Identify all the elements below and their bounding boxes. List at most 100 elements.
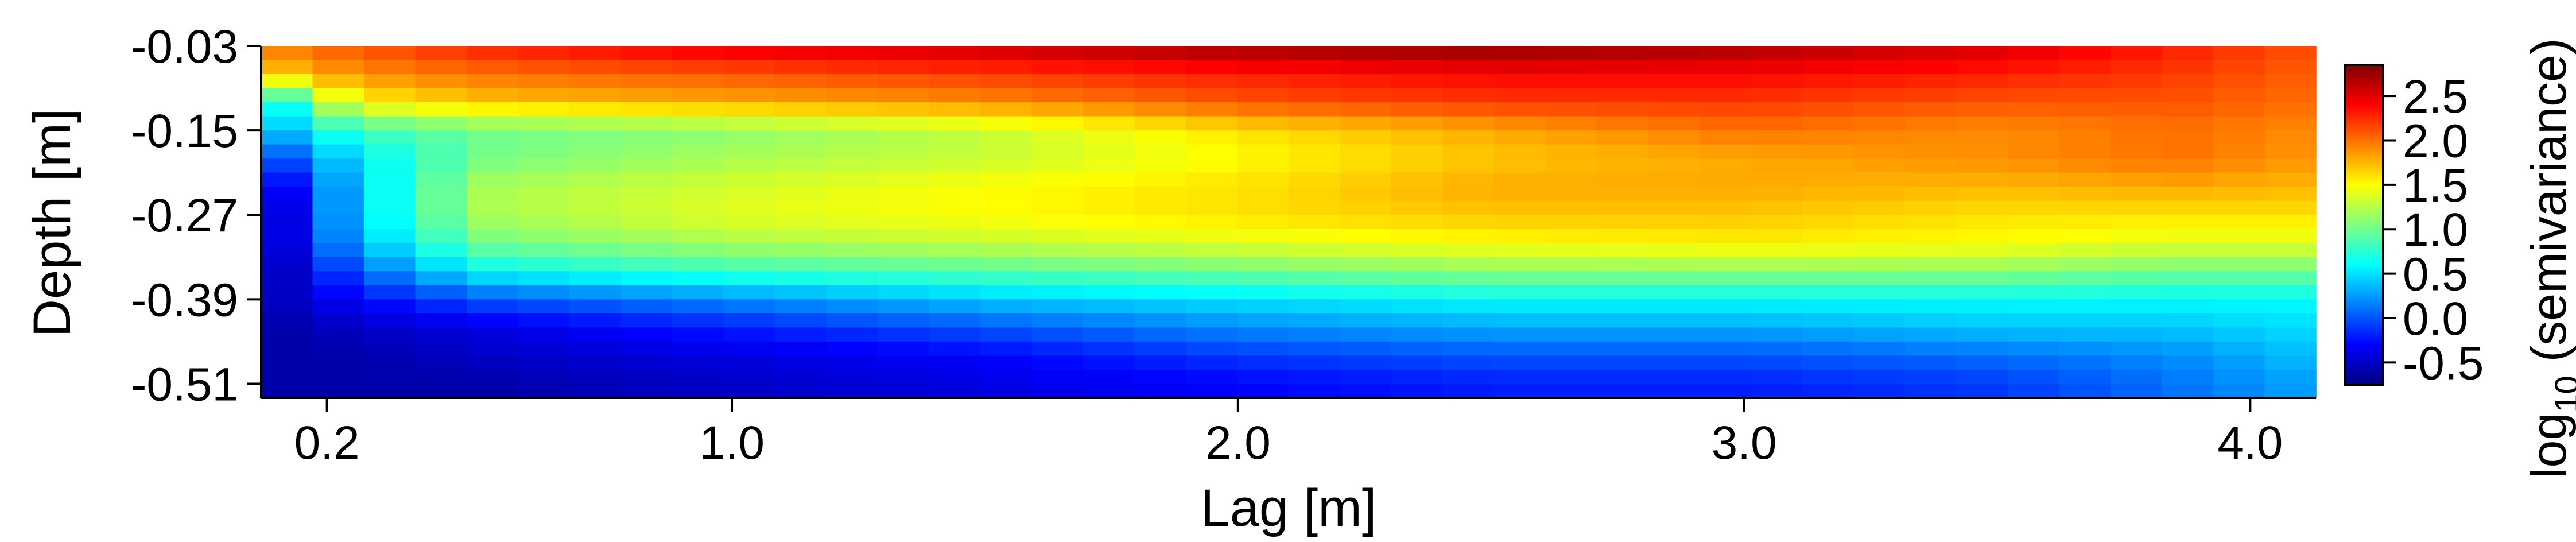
heatmap-cell	[672, 271, 724, 286]
heatmap-cell	[1648, 257, 1700, 272]
heatmap-cell	[1905, 369, 1957, 385]
heatmap-cell	[1083, 341, 1135, 357]
heatmap-cell	[364, 369, 416, 385]
heatmap-cell	[1494, 369, 1546, 385]
heatmap-cell	[1340, 158, 1392, 173]
heatmap-cell	[569, 341, 622, 357]
heatmap-cell	[569, 88, 622, 103]
heatmap-cell	[878, 299, 930, 314]
heatmap-cell	[2008, 243, 2060, 258]
heatmap-cell	[980, 369, 1033, 385]
heatmap-cell	[2213, 74, 2265, 89]
heatmap-cell	[1340, 88, 1392, 103]
heatmap-cell	[364, 144, 416, 159]
heatmap-cell	[672, 355, 724, 370]
heatmap-cell	[1391, 271, 1444, 286]
heatmap-cell	[826, 187, 878, 202]
heatmap-cell	[364, 355, 416, 370]
heatmap-cell	[2264, 285, 2317, 300]
heatmap-cell	[672, 158, 724, 173]
heatmap-cell	[1956, 215, 2008, 230]
heatmap-cell	[467, 299, 519, 314]
heatmap-cell	[1597, 60, 1649, 75]
heatmap-cell	[1289, 355, 1341, 370]
heatmap-cell	[1956, 229, 2008, 244]
heatmap-cell	[1134, 243, 1186, 258]
heatmap-cell	[929, 102, 981, 117]
heatmap-cell	[1802, 384, 1855, 398]
heatmap-cell	[620, 74, 673, 89]
heatmap-cell	[415, 74, 467, 89]
heatmap-cell	[980, 187, 1033, 202]
heatmap-cell	[1237, 130, 1289, 145]
heatmap-cell	[261, 116, 313, 131]
heatmap-cell	[929, 313, 981, 328]
heatmap-cell	[261, 243, 313, 258]
heatmap-cell	[672, 341, 724, 357]
heatmap-cell	[312, 200, 364, 216]
heatmap-cell	[878, 116, 930, 131]
heatmap-cell	[1956, 313, 2008, 328]
heatmap-cell	[467, 46, 519, 61]
heatmap-cell	[1597, 285, 1649, 300]
heatmap-cell	[1083, 229, 1135, 244]
heatmap-cell	[1134, 130, 1186, 145]
heatmap-cell	[2162, 172, 2214, 187]
heatmap-cell	[1083, 88, 1135, 103]
heatmap-cell	[1340, 257, 1392, 272]
heatmap-cell	[569, 116, 622, 131]
heatmap-cell	[929, 271, 981, 286]
heatmap-cell	[518, 285, 570, 300]
heatmap-cell	[2264, 229, 2317, 244]
heatmap-cell	[775, 215, 827, 230]
heatmap-cell	[2111, 88, 2163, 103]
heatmap-cell	[1905, 187, 1957, 202]
heatmap-cell	[1134, 384, 1186, 398]
heatmap-cell	[1956, 74, 2008, 89]
heatmap-cell	[1186, 384, 1238, 398]
heatmap-cell	[1853, 243, 1906, 258]
heatmap-cell	[518, 46, 570, 61]
heatmap-cell	[929, 187, 981, 202]
heatmap-cell	[1186, 46, 1238, 61]
heatmap-cell	[467, 285, 519, 300]
heatmap-cell	[1442, 271, 1495, 286]
heatmap-cell	[1391, 74, 1444, 89]
heatmap-cell	[1802, 200, 1855, 216]
heatmap-cell	[2111, 271, 2163, 286]
heatmap-cell	[1134, 271, 1186, 286]
heatmap-cell	[2264, 74, 2317, 89]
heatmap-cell	[1031, 215, 1084, 230]
heatmap-cell	[1083, 46, 1135, 61]
heatmap-cell	[1083, 313, 1135, 328]
heatmap-cell	[878, 46, 930, 61]
heatmap-cell	[620, 172, 673, 187]
heatmap-cell	[1802, 60, 1855, 75]
heatmap-cell	[364, 257, 416, 272]
heatmap-cell	[1237, 215, 1289, 230]
heatmap-cell	[1391, 200, 1444, 216]
heatmap-cell	[415, 243, 467, 258]
heatmap-cell	[1083, 200, 1135, 216]
heatmap-cell	[261, 74, 313, 89]
heatmap-cell	[261, 313, 313, 328]
heatmap-cell	[826, 74, 878, 89]
heatmap-cell	[826, 384, 878, 398]
heatmap-cell	[1031, 74, 1084, 89]
heatmap-cell	[775, 158, 827, 173]
heatmap-cell	[2059, 144, 2111, 159]
heatmap-cell	[1905, 60, 1957, 75]
heatmap-cell	[672, 200, 724, 216]
heatmap-cell	[467, 200, 519, 216]
heatmap-cell	[1442, 116, 1495, 131]
heatmap-cell	[826, 116, 878, 131]
heatmap-cell	[1340, 130, 1392, 145]
heatmap-cell	[1237, 271, 1289, 286]
heatmap-cell	[672, 243, 724, 258]
heatmap-cell	[1494, 355, 1546, 370]
heatmap-cell	[980, 384, 1033, 398]
heatmap-cell	[415, 158, 467, 173]
heatmap-cell	[2162, 215, 2214, 230]
heatmap-cell	[2059, 355, 2111, 370]
heatmap-cell	[1802, 243, 1855, 258]
